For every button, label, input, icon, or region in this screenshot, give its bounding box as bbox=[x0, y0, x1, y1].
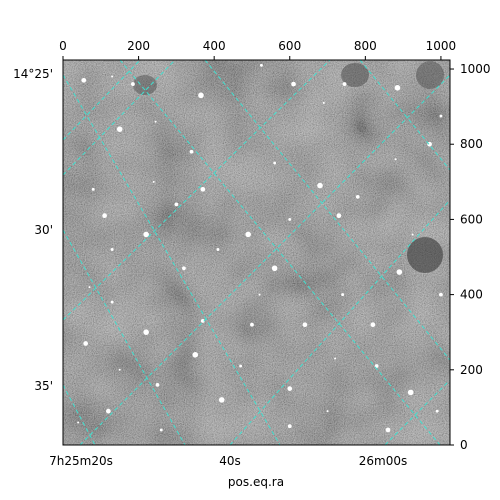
star-7 bbox=[198, 92, 204, 99]
star-35 bbox=[258, 293, 261, 296]
star-19 bbox=[200, 186, 206, 192]
grid-line-6 bbox=[63, 60, 331, 321]
star-56 bbox=[250, 322, 254, 327]
right-tick-label-2: 400 bbox=[460, 288, 483, 302]
grid-line-11 bbox=[63, 60, 141, 141]
star-12 bbox=[394, 85, 401, 91]
grid-line-5 bbox=[359, 60, 450, 171]
star-13 bbox=[439, 114, 443, 118]
star-37 bbox=[143, 329, 149, 336]
right-tick-label-1: 200 bbox=[460, 363, 483, 377]
top-tick-label-1: 200 bbox=[127, 39, 150, 53]
right-tick-label-0: 0 bbox=[460, 438, 468, 452]
dec-label-3: 35' bbox=[34, 379, 53, 393]
right-tick-label-4: 800 bbox=[460, 137, 483, 151]
dec-label-1: 14°25' bbox=[13, 67, 53, 81]
top-tick-label-0: 0 bbox=[59, 39, 67, 53]
grid-line-8 bbox=[79, 74, 450, 445]
star-0 bbox=[111, 75, 114, 78]
right-tick-label-3: 600 bbox=[460, 212, 483, 226]
grid-line-0 bbox=[63, 74, 281, 445]
star-38 bbox=[110, 300, 114, 304]
star-44 bbox=[287, 386, 293, 391]
x-axis-title: pos.eq.ra bbox=[228, 475, 284, 489]
star-48 bbox=[435, 409, 439, 413]
star-23 bbox=[110, 248, 114, 251]
star-25 bbox=[88, 286, 91, 289]
star-31 bbox=[439, 292, 443, 297]
grid-line-10 bbox=[384, 379, 450, 445]
grid-line-4 bbox=[204, 60, 450, 361]
star-9 bbox=[291, 81, 296, 87]
star-41 bbox=[155, 382, 160, 387]
star-18 bbox=[273, 161, 277, 165]
star-27 bbox=[245, 231, 251, 238]
star-24 bbox=[102, 213, 107, 219]
star-54 bbox=[106, 408, 111, 414]
star-47 bbox=[407, 389, 414, 396]
star-33 bbox=[341, 293, 345, 297]
star-59 bbox=[370, 322, 376, 328]
star-5 bbox=[154, 120, 157, 123]
sky-image bbox=[63, 60, 450, 445]
star-29 bbox=[336, 213, 342, 219]
star-55 bbox=[77, 421, 80, 424]
star-10 bbox=[322, 101, 325, 104]
star-26 bbox=[182, 266, 186, 271]
star-21 bbox=[174, 202, 179, 207]
star-51 bbox=[287, 424, 292, 429]
top-tick-label-5: 1000 bbox=[426, 39, 457, 53]
star-58 bbox=[216, 248, 220, 251]
star-17 bbox=[317, 182, 323, 189]
grid-line-7 bbox=[63, 60, 176, 176]
star-43 bbox=[239, 364, 243, 368]
star-40 bbox=[118, 368, 121, 371]
star-34 bbox=[302, 322, 308, 328]
right-tick-label-5: 1000 bbox=[460, 62, 491, 76]
star-28 bbox=[288, 217, 292, 221]
star-2 bbox=[116, 126, 123, 132]
star-53 bbox=[159, 428, 163, 432]
star-6 bbox=[189, 149, 194, 154]
star-49 bbox=[385, 427, 391, 433]
star-11 bbox=[342, 82, 347, 86]
star-16 bbox=[355, 194, 360, 199]
top-tick-label-3: 600 bbox=[278, 39, 301, 53]
star-45 bbox=[334, 357, 337, 360]
axis-ticks: 0 200 400 600 800 1000 0 200 400 600 800 1000 bbox=[59, 39, 490, 452]
star-39 bbox=[83, 341, 89, 346]
star-57 bbox=[271, 265, 278, 272]
star-42 bbox=[192, 351, 199, 358]
dec-label-2: 30' bbox=[34, 223, 53, 237]
star-32 bbox=[396, 269, 403, 275]
star-22 bbox=[143, 231, 149, 238]
star-30 bbox=[411, 233, 414, 236]
plot-frame bbox=[62, 59, 451, 446]
top-tick-label-2: 400 bbox=[203, 39, 226, 53]
grid-line-9 bbox=[229, 199, 450, 445]
star-3 bbox=[91, 187, 95, 191]
star-1 bbox=[131, 82, 135, 86]
star-4 bbox=[81, 77, 87, 83]
coordinate-grid bbox=[63, 60, 450, 445]
stars bbox=[77, 63, 443, 433]
grid-line-1 bbox=[63, 229, 186, 445]
ra-label-2: 40s bbox=[219, 454, 241, 468]
ra-label-3: 26m00s bbox=[359, 454, 407, 468]
star-15 bbox=[394, 158, 397, 161]
top-tick-label-4: 800 bbox=[354, 39, 377, 53]
star-52 bbox=[218, 397, 225, 403]
grid-line-2 bbox=[63, 384, 96, 445]
star-20 bbox=[152, 180, 155, 183]
star-8 bbox=[259, 63, 263, 67]
star-36 bbox=[200, 319, 205, 323]
ra-label-1: 7h25m20s bbox=[49, 454, 113, 468]
star-50 bbox=[326, 410, 329, 413]
